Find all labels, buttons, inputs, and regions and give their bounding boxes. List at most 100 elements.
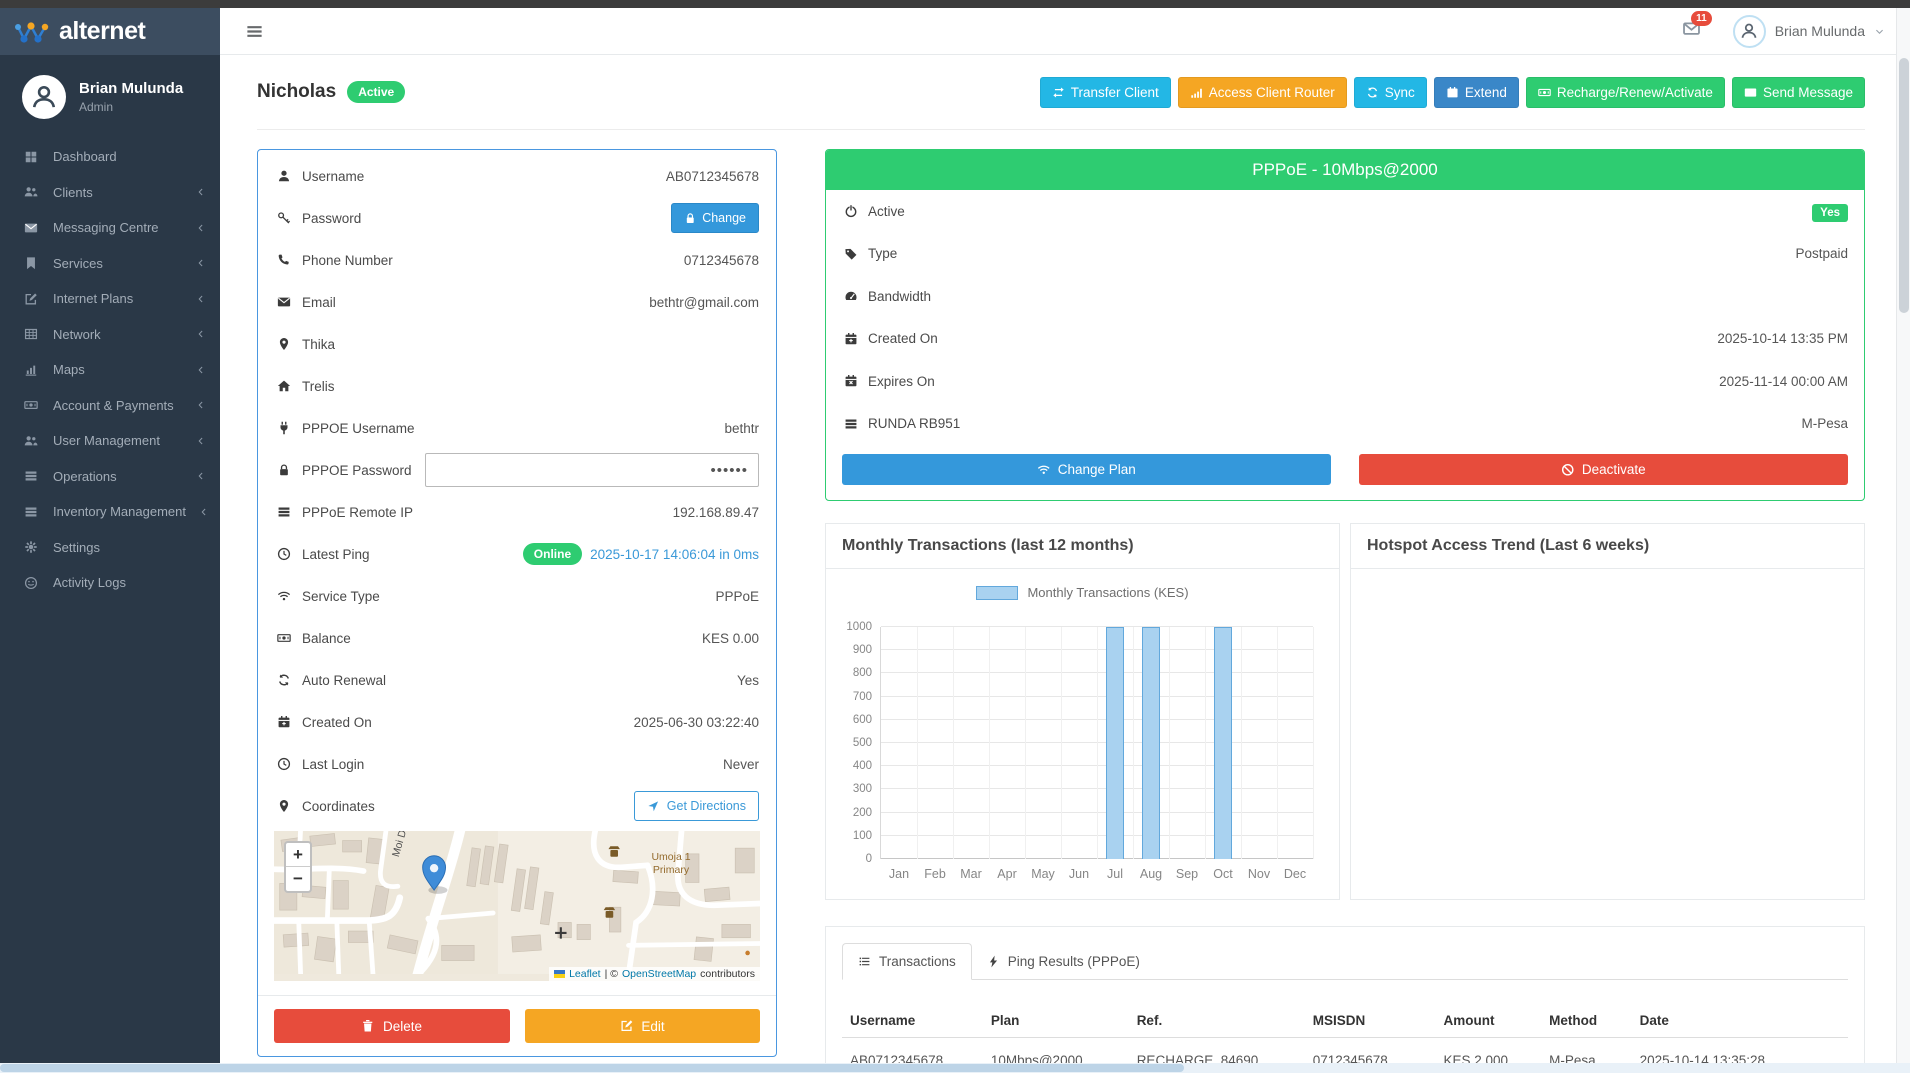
sidebar-user[interactable]: Brian Mulunda Admin — [0, 55, 220, 139]
sidebar-item-services[interactable]: Services — [0, 246, 220, 282]
sidebar-item-inventory-management[interactable]: Inventory Management — [0, 494, 220, 530]
sidebar-nav: DashboardClientsMessaging CentreServices… — [0, 139, 220, 601]
table-row[interactable]: AB0712345678 10Mbps@2000 RECHARGE_84690 … — [842, 1038, 1848, 1064]
sidebar-item-clients[interactable]: Clients — [0, 175, 220, 211]
sidebar-item-label: Account & Payments — [53, 398, 183, 413]
envelope-icon — [275, 295, 292, 309]
gridline — [1097, 627, 1098, 859]
user-menu[interactable]: Brian Mulunda — [1733, 15, 1885, 48]
pencil-square-icon — [22, 292, 40, 306]
auto-renewal-value: Yes — [737, 673, 759, 688]
coordinates-map[interactable]: Moi Drive Umoja 1 Primary + − Leaflet | … — [274, 831, 760, 981]
address-value: Trelis — [302, 379, 335, 394]
home-icon — [275, 379, 292, 393]
sidebar-item-maps[interactable]: Maps — [0, 352, 220, 388]
gridline — [953, 627, 954, 859]
zoom-out-button[interactable]: − — [286, 867, 310, 891]
action-recharge-renew-activate-button[interactable]: Recharge/Renew/Activate — [1526, 77, 1725, 108]
edit-button[interactable]: Edit — [525, 1009, 761, 1043]
messages-button[interactable]: 11 — [1682, 19, 1701, 44]
chevron-left-icon — [196, 436, 206, 446]
x-axis-tick: Aug — [1140, 867, 1162, 881]
sidebar-item-user-management[interactable]: User Management — [0, 423, 220, 459]
brand-logo-icon — [13, 18, 51, 46]
scrollbar-thumb[interactable] — [1899, 58, 1909, 313]
poi-label: Umoja 1 Primary — [640, 851, 702, 876]
ukraine-flag-icon — [554, 970, 565, 978]
x-axis-tick: Feb — [924, 867, 946, 881]
detail-row-address: Trelis — [258, 365, 776, 407]
detail-row-email: Email bethtr@gmail.com — [258, 281, 776, 323]
osm-link[interactable]: OpenStreetMap — [622, 968, 696, 980]
page-heading: Nicholas Active Transfer ClientAccess Cl… — [257, 55, 1865, 130]
horizontal-scrollbar[interactable] — [0, 1063, 1910, 1073]
gridline — [1061, 627, 1062, 859]
change-plan-button[interactable]: Change Plan — [842, 454, 1331, 485]
detail-card-footer: Delete Edit — [258, 995, 776, 1056]
calendar-plus-icon — [842, 332, 859, 346]
plan-row-bandwidth: Bandwidth — [826, 275, 1864, 318]
monthly-chart: Monthly Transactions (KES) 0100200300400… — [826, 569, 1339, 899]
y-axis-tick: 0 — [866, 853, 872, 865]
gridline — [1133, 627, 1134, 859]
map-zoom-control: + − — [284, 841, 312, 893]
zoom-in-button[interactable]: + — [286, 843, 310, 867]
sidebar-item-account-payments[interactable]: Account & Payments — [0, 388, 220, 424]
vertical-scrollbar[interactable] — [1896, 8, 1910, 1063]
chart-plot-area: 01002003004005006007008009001000JanFebMa… — [880, 627, 1313, 859]
detail-row-phone: Phone Number 0712345678 — [258, 239, 776, 281]
y-axis-tick: 500 — [853, 737, 872, 749]
plan-row-expires: Expires On 2025-11-14 00:00 AM — [826, 360, 1864, 403]
y-axis-tick: 400 — [853, 760, 872, 772]
sidebar-item-internet-plans[interactable]: Internet Plans — [0, 281, 220, 317]
action-access-client-router-button[interactable]: Access Client Router — [1178, 77, 1347, 108]
unread-badge: 11 — [1691, 11, 1712, 26]
transactions-table: Username Plan Ref. MSISDN Amount Method … — [842, 1004, 1848, 1063]
menu-toggle-icon[interactable] — [245, 22, 264, 41]
change-password-button[interactable]: Change — [671, 203, 759, 233]
x-axis-tick: Nov — [1248, 867, 1270, 881]
scrollbar-thumb[interactable] — [0, 1064, 1184, 1072]
action-extend-button[interactable]: Extend — [1434, 77, 1519, 108]
plan-card: PPPoE - 10Mbps@2000 Active Yes Type Post… — [825, 149, 1865, 501]
remote-ip-value: 192.168.89.47 — [673, 505, 759, 520]
refresh-icon — [1366, 86, 1379, 99]
deactivate-button[interactable]: Deactivate — [1359, 454, 1848, 485]
gear-icon — [22, 540, 40, 554]
action-send-message-button[interactable]: Send Message — [1732, 77, 1865, 108]
tab-transactions[interactable]: Transactions — [842, 943, 972, 980]
sidebar-item-dashboard[interactable]: Dashboard — [0, 139, 220, 175]
tab-ping-results[interactable]: Ping Results (PPPoE) — [972, 943, 1155, 979]
sidebar-item-operations[interactable]: Operations — [0, 459, 220, 495]
page-actions: Transfer ClientAccess Client RouterSyncE… — [1040, 77, 1865, 108]
hotspot-chart-empty — [1351, 569, 1864, 899]
brand[interactable]: alternet — [0, 8, 220, 55]
action-sync-button[interactable]: Sync — [1354, 77, 1427, 108]
delete-button[interactable]: Delete — [274, 1009, 510, 1043]
leaflet-link[interactable]: Leaflet — [569, 968, 601, 980]
x-axis-tick: Jul — [1107, 867, 1123, 881]
hotspot-trend-panel: Hotspot Access Trend (Last 6 weeks) — [1350, 523, 1865, 900]
get-directions-button[interactable]: Get Directions — [634, 791, 759, 821]
plan-row-router: RUNDA RB951 M-Pesa — [826, 403, 1864, 446]
pppoe-password-input[interactable] — [425, 453, 759, 487]
sidebar-item-activity-logs[interactable]: Activity Logs — [0, 565, 220, 601]
sidebar-item-messaging-centre[interactable]: Messaging Centre — [0, 210, 220, 246]
sidebar-item-settings[interactable]: Settings — [0, 530, 220, 566]
phone-icon — [275, 253, 292, 267]
detail-row-remote-ip: PPPoE Remote IP 192.168.89.47 — [258, 491, 776, 533]
ping-result-link[interactable]: 2025-10-17 14:06:04 in 0ms — [590, 547, 759, 562]
action-transfer-client-button[interactable]: Transfer Client — [1040, 77, 1171, 108]
avatar — [22, 75, 66, 119]
y-axis-tick: 200 — [853, 807, 872, 819]
transactions-panel: Transactions Ping Results (PPPoE) Userna… — [825, 926, 1865, 1063]
sidebar-item-network[interactable]: Network — [0, 317, 220, 353]
last-login-value: Never — [723, 757, 759, 772]
users-icon — [22, 185, 40, 199]
table-header-row: Username Plan Ref. MSISDN Amount Method … — [842, 1004, 1848, 1038]
bar-jul — [1106, 627, 1123, 859]
wifi-icon — [1037, 463, 1051, 477]
plan-active-badge: Yes — [1812, 204, 1848, 222]
plan-title: PPPoE - 10Mbps@2000 — [826, 150, 1864, 190]
detail-row-latest-ping: Latest Ping Online 2025-10-17 14:06:04 i… — [258, 533, 776, 575]
